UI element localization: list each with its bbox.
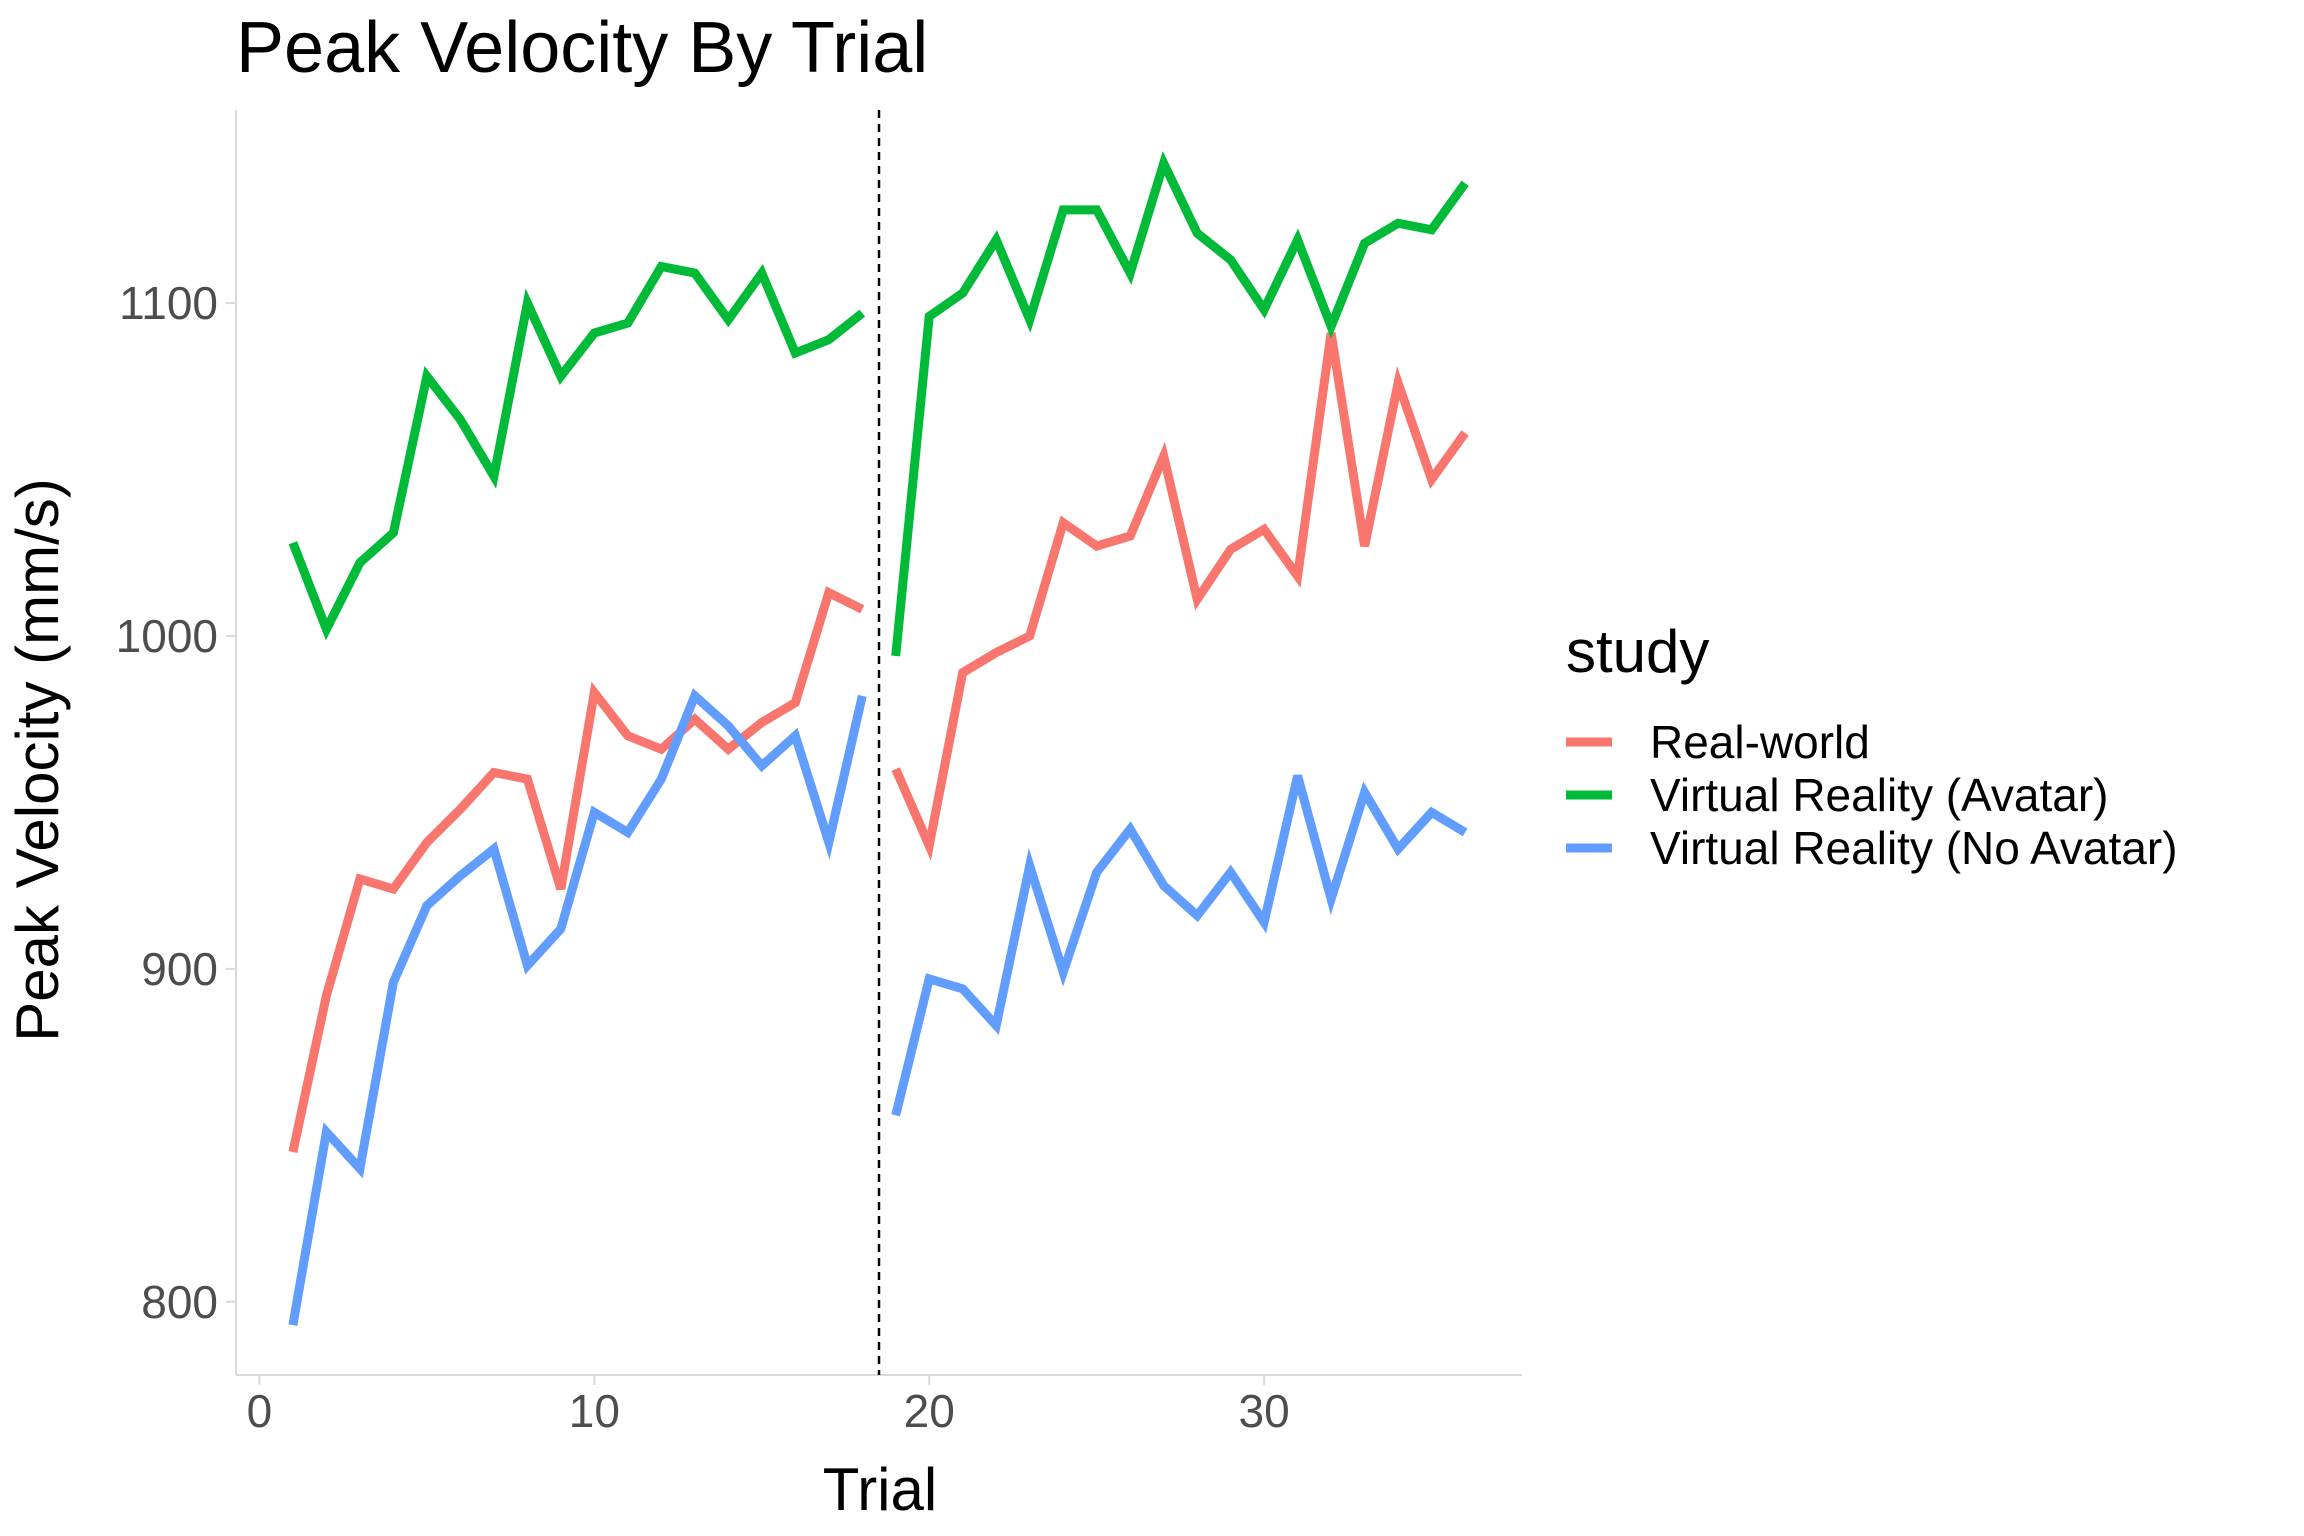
y-axis-title: Peak Velocity (mm/s) <box>4 478 71 1041</box>
y-tick-label: 800 <box>141 1276 218 1328</box>
x-tick-label: 0 <box>247 1385 273 1437</box>
series-line <box>288 261 866 641</box>
legend-title: study <box>1566 618 1709 685</box>
x-tick-label: 20 <box>904 1385 955 1437</box>
series-line <box>288 688 867 1326</box>
y-tick-label: 1100 <box>119 277 218 329</box>
series-line <box>891 150 1469 657</box>
chart-title: Peak Velocity By Trial <box>236 8 928 88</box>
series-line <box>288 586 865 1153</box>
x-tick-label: 30 <box>1239 1385 1290 1437</box>
y-tick-label: 1000 <box>116 610 218 662</box>
x-axis-title: Trial <box>823 1456 937 1523</box>
series-line <box>891 774 1468 1117</box>
plot-area: 0 10 20 30 800 900 1000 1100 <box>116 110 1522 1437</box>
legend-label: Virtual Reality (No Avatar) <box>1650 822 2178 874</box>
series-line <box>891 332 1469 861</box>
legend-label: Real-world <box>1650 716 1870 768</box>
y-tick-label: 900 <box>141 943 218 995</box>
legend-label: Virtual Reality (Avatar) <box>1650 769 2108 821</box>
x-tick-label: 10 <box>569 1385 620 1437</box>
